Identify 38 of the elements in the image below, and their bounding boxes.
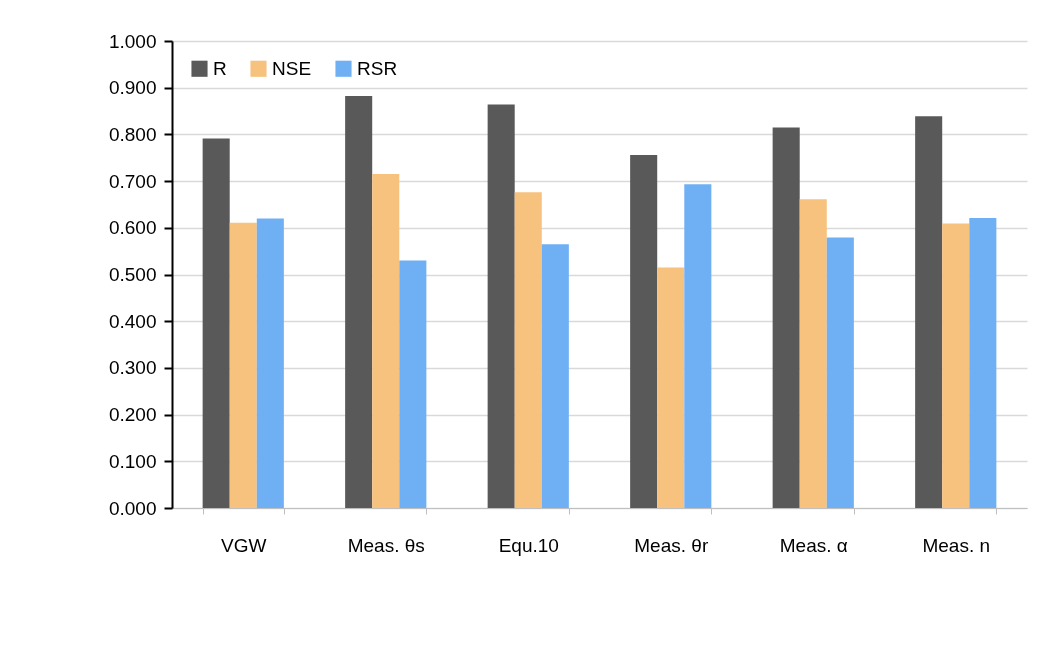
- legend-label: NSE: [272, 57, 312, 79]
- bar: [372, 174, 400, 508]
- x-tick-label: VGW: [221, 534, 267, 556]
- x-tick-label: Meas. θs: [347, 534, 425, 556]
- y-tick-label: 0.300: [108, 357, 157, 379]
- bar: [399, 260, 427, 508]
- y-tick-label: 0.100: [108, 450, 157, 472]
- legend-label: R: [213, 57, 227, 79]
- y-tick-label: 0.600: [108, 217, 157, 239]
- bar: [657, 267, 685, 508]
- bar: [799, 199, 827, 508]
- y-tick-label: 0.700: [108, 170, 157, 192]
- y-tick-label: 0.200: [108, 404, 157, 426]
- x-tick-label: Equ.10: [498, 534, 559, 556]
- bar: [630, 154, 658, 508]
- bar: [915, 116, 943, 508]
- y-tick-label: 1.000: [108, 30, 157, 52]
- y-tick-label: 0.000: [108, 497, 157, 519]
- bar: [684, 184, 712, 508]
- bar: [256, 218, 284, 508]
- x-tick-label: Meas. θr: [634, 534, 709, 556]
- x-tick-label: Meas. n: [922, 534, 991, 556]
- bar: [514, 192, 542, 508]
- bar: [772, 127, 800, 508]
- bar: [345, 96, 373, 508]
- y-tick-label: 0.800: [108, 123, 157, 145]
- bar: [826, 237, 854, 508]
- bar: [541, 244, 569, 508]
- bar: [202, 138, 230, 508]
- bar: [229, 222, 257, 508]
- y-tick-label: 0.400: [108, 310, 157, 332]
- bar: [942, 223, 970, 508]
- legend-label: RSR: [357, 57, 398, 79]
- y-tick-label: 0.500: [108, 264, 157, 285]
- x-tick-label: Meas. α: [779, 534, 848, 556]
- bar: [487, 104, 515, 508]
- bar: [969, 217, 997, 508]
- y-tick-label: 0.900: [108, 77, 157, 99]
